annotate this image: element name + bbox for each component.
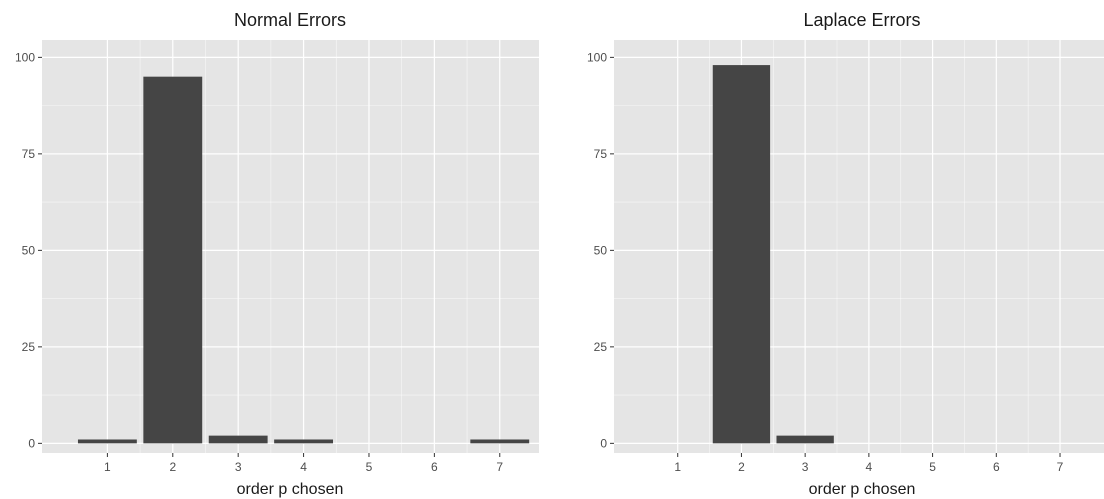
left-chart-x-tick-label: 2: [169, 460, 176, 474]
right-chart-x-tick-label: 1: [674, 460, 681, 474]
left-chart-bar-1: [77, 439, 137, 444]
left-chart-x-tick-label: 4: [300, 460, 307, 474]
right-chart-y-tick-label: 100: [587, 50, 607, 64]
left-chart-plot-background: [42, 40, 539, 453]
right-chart-panel: 0 25 50 75 100 1 2 3 4 5 6 7 Laplace Errors order p c…: [587, 10, 1104, 498]
right-chart-x-tick-label: 2: [738, 460, 745, 474]
left-chart-y-tick-label: 75: [22, 147, 36, 161]
left-chart-y-tick-label: 0: [28, 436, 35, 450]
left-chart-bar-3: [208, 435, 268, 444]
left-chart-bar-4: [274, 439, 334, 444]
left-chart-bar-7: [470, 439, 530, 444]
right-chart-y-tick-label: 0: [600, 436, 607, 450]
left-chart-y-tick-label: 50: [22, 243, 36, 257]
left-chart-y-tick-label: 100: [15, 50, 35, 64]
right-chart-plot-background: [614, 40, 1104, 453]
right-chart-bar-2: [712, 65, 771, 444]
left-chart-title: Normal Errors: [234, 10, 346, 30]
right-chart-x-tick-label: 4: [866, 460, 873, 474]
left-chart-panel: 0 25 50 75 100 1 2 3 4 5 6 7 Normal Errors order p ch…: [15, 10, 539, 498]
left-chart-x-tick-label: 5: [366, 460, 373, 474]
right-chart-x-tick-label: 5: [929, 460, 936, 474]
left-chart-y-tick-label: 25: [22, 340, 36, 354]
right-chart-bar-3: [776, 435, 834, 444]
left-chart-bar-2: [143, 76, 203, 444]
right-chart-x-tick-label: 6: [993, 460, 1000, 474]
right-chart-x-tick-label: 7: [1057, 460, 1064, 474]
right-chart-x-tick-label: 3: [802, 460, 809, 474]
right-chart-y-tick-label: 75: [594, 147, 608, 161]
left-chart-x-tick-label: 6: [431, 460, 438, 474]
left-chart-x-axis-label: order p chosen: [237, 481, 344, 498]
left-chart-x-tick-label: 1: [104, 460, 111, 474]
right-chart-y-tick-label: 50: [594, 243, 608, 257]
right-chart-title: Laplace Errors: [803, 10, 920, 30]
left-chart-x-tick-label: 3: [235, 460, 242, 474]
left-chart-x-tick-label: 7: [496, 460, 503, 474]
right-chart-x-axis-label: order p chosen: [809, 481, 916, 498]
right-chart-y-tick-label: 25: [594, 340, 608, 354]
